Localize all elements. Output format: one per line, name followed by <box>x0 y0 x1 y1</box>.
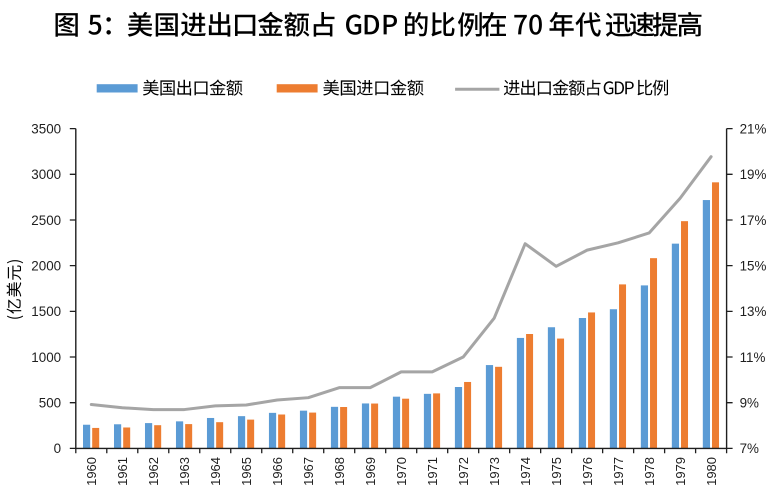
svg-text:1965: 1965 <box>239 457 254 486</box>
svg-text:19%: 19% <box>740 167 767 182</box>
svg-text:3500: 3500 <box>31 121 61 136</box>
svg-text:1980: 1980 <box>704 457 719 486</box>
svg-text:1000: 1000 <box>31 350 61 365</box>
svg-text:1969: 1969 <box>363 457 378 486</box>
svg-text:2500: 2500 <box>31 213 61 228</box>
svg-text:1975: 1975 <box>549 457 564 486</box>
svg-text:1971: 1971 <box>425 457 440 486</box>
svg-text:1964: 1964 <box>208 457 223 486</box>
svg-text:7%: 7% <box>740 441 759 456</box>
svg-text:0: 0 <box>54 441 61 456</box>
svg-text:1970: 1970 <box>394 457 409 486</box>
svg-text:500: 500 <box>39 396 61 411</box>
svg-text:1966: 1966 <box>270 457 285 486</box>
svg-text:1962: 1962 <box>146 457 161 486</box>
svg-text:13%: 13% <box>740 304 767 319</box>
svg-text:1972: 1972 <box>456 457 471 486</box>
svg-text:1979: 1979 <box>673 457 688 486</box>
svg-text:1978: 1978 <box>642 457 657 486</box>
svg-text:2000: 2000 <box>31 258 61 273</box>
svg-text:1974: 1974 <box>518 457 533 486</box>
svg-text:11%: 11% <box>740 350 766 365</box>
svg-text:21%: 21% <box>740 121 767 136</box>
svg-text:1973: 1973 <box>487 457 502 486</box>
svg-text:3000: 3000 <box>31 167 61 182</box>
svg-text:1960: 1960 <box>84 457 99 486</box>
svg-text:1967: 1967 <box>301 457 316 486</box>
svg-text:1976: 1976 <box>580 457 595 486</box>
svg-text:15%: 15% <box>740 258 767 273</box>
svg-text:1963: 1963 <box>177 457 192 486</box>
svg-text:9%: 9% <box>740 396 759 411</box>
svg-text:1977: 1977 <box>611 457 626 486</box>
svg-text:17%: 17% <box>740 213 767 228</box>
svg-text:1968: 1968 <box>332 457 347 486</box>
svg-text:1500: 1500 <box>31 304 61 319</box>
svg-text:1961: 1961 <box>115 457 130 486</box>
